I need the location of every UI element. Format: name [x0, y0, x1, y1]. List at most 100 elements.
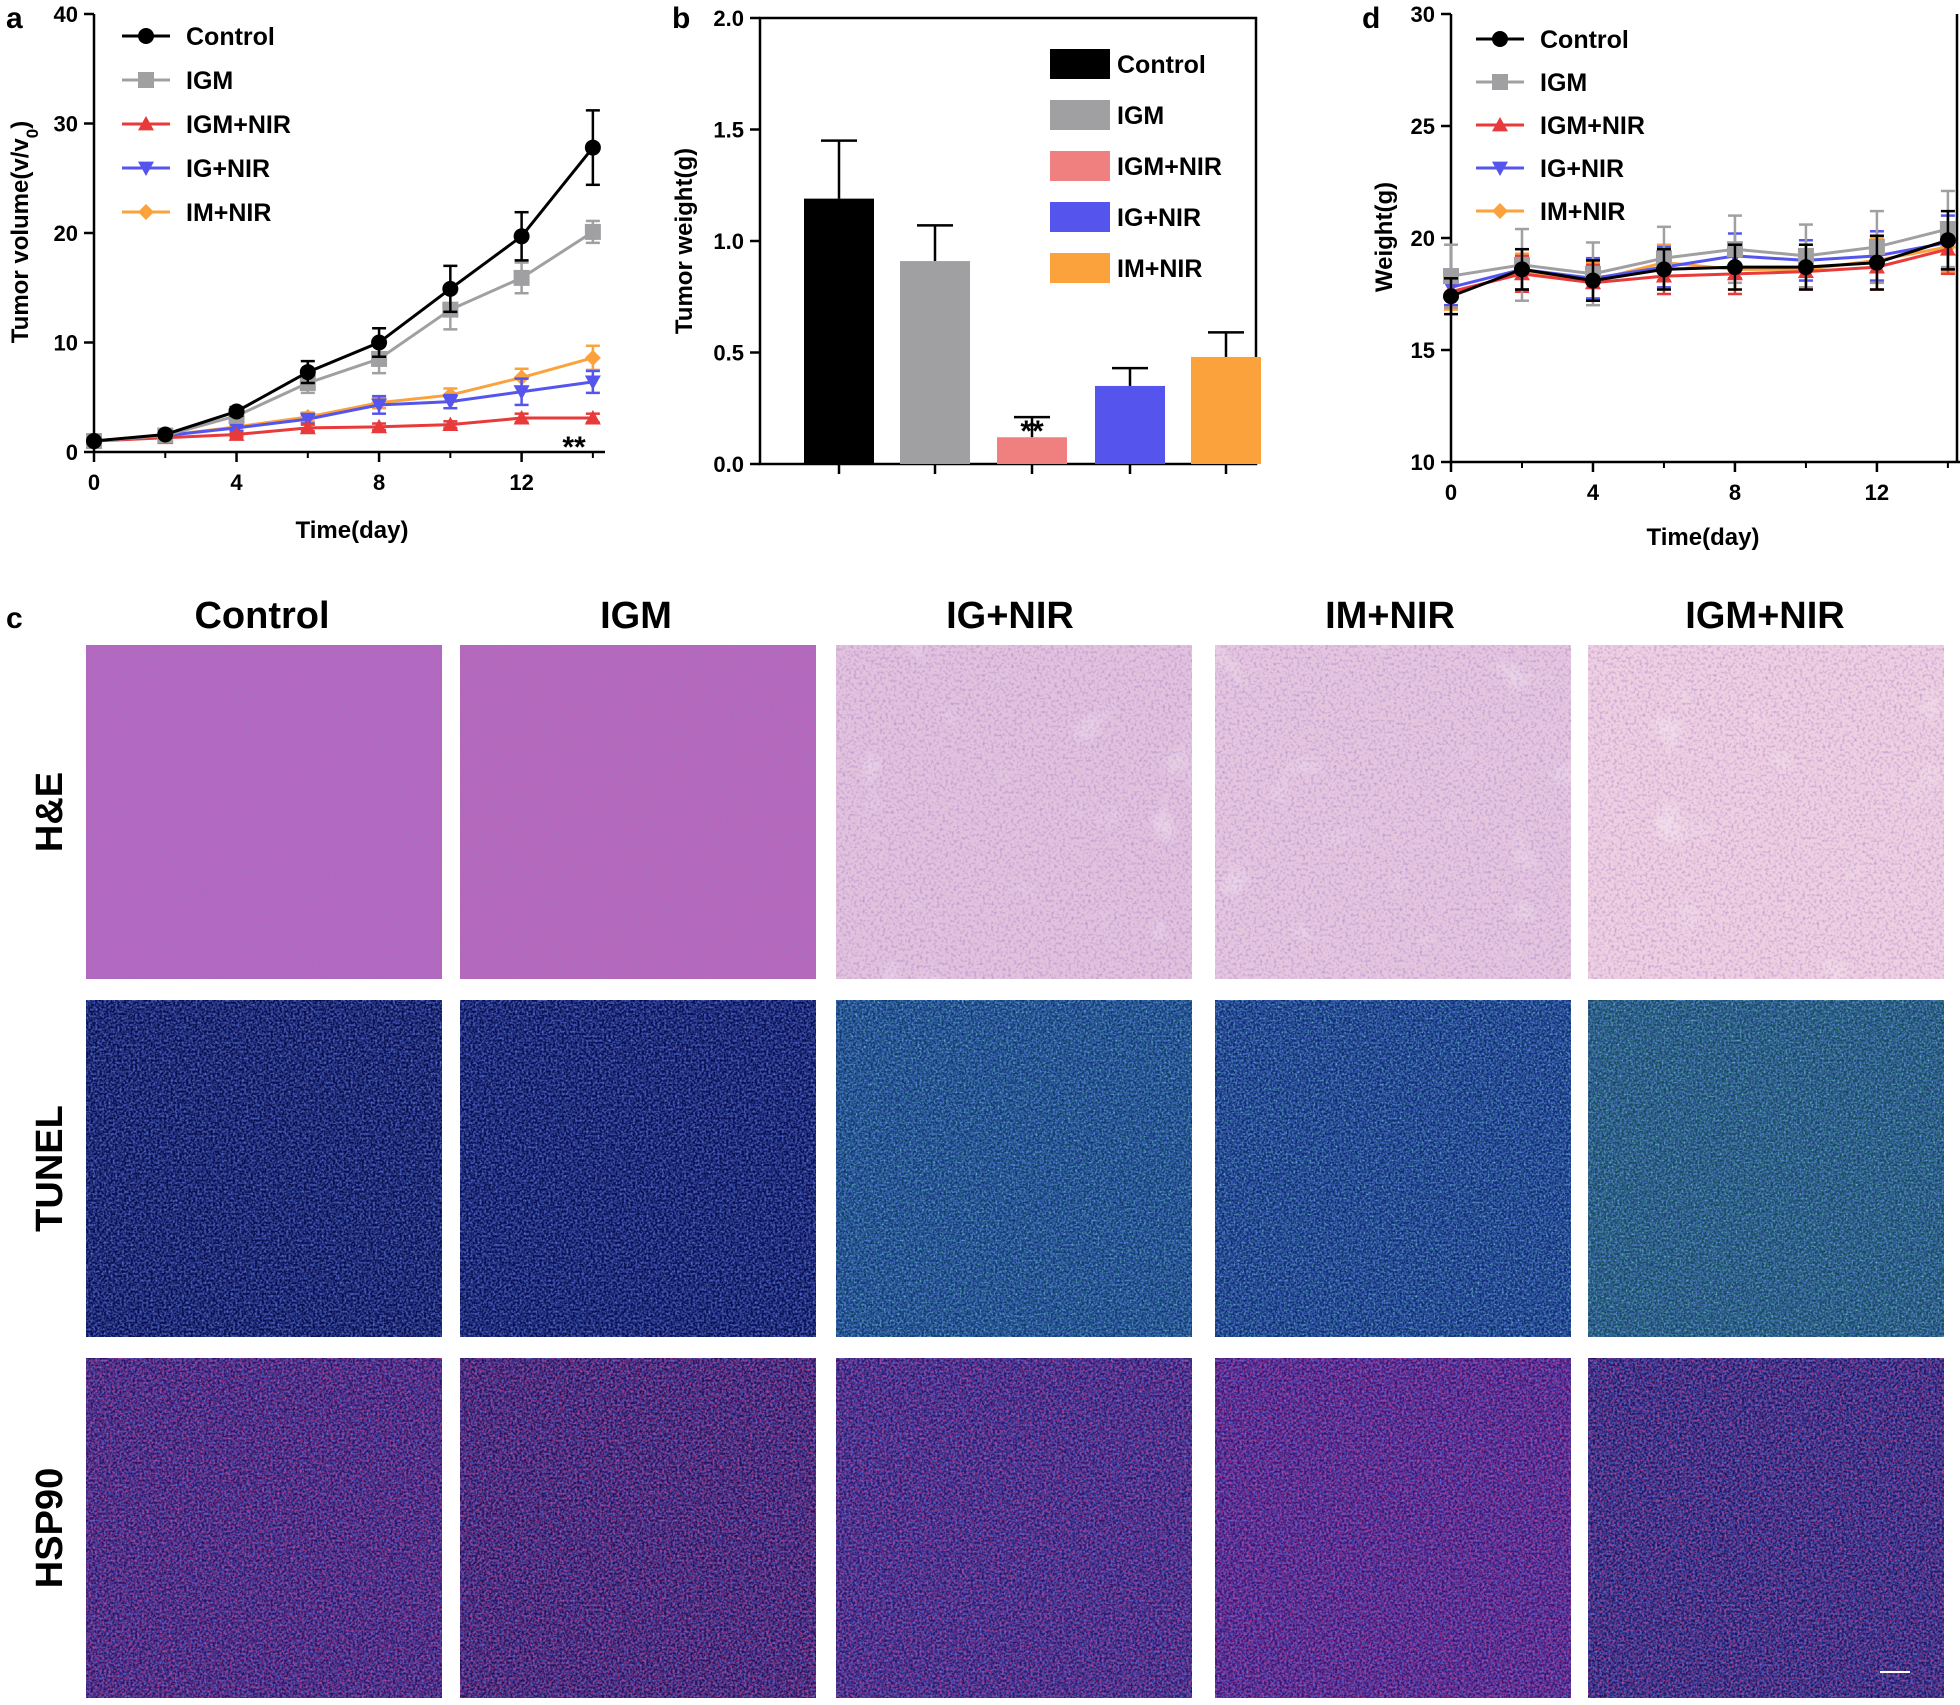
legend-marker [138, 204, 154, 220]
micrograph-tile [86, 645, 442, 979]
legend-marker [138, 116, 154, 131]
tile-texture [1588, 1000, 1944, 1337]
micrograph-tile [1588, 1000, 1944, 1337]
micrograph-tile [1215, 1358, 1571, 1698]
y-tick-label: 0.0 [713, 452, 744, 477]
legend-label: IGM [1117, 102, 1164, 130]
legend-entry: IGM+NIR [1050, 151, 1222, 181]
legend-entry: IGM+NIR [1476, 112, 1645, 140]
bar [997, 437, 1067, 464]
legend-label: IM+NIR [1540, 198, 1625, 226]
legend-entry: IGM [122, 67, 233, 95]
bar-igm-nir: ** [997, 415, 1067, 474]
legend-label: Control [1117, 51, 1206, 79]
legend-marker [1492, 161, 1508, 176]
data-point [371, 350, 388, 367]
legend-swatch [1050, 151, 1110, 181]
y-tick-label: 10 [54, 331, 78, 356]
data-point [513, 385, 530, 400]
legend-entry: IM+NIR [122, 199, 271, 227]
legend-swatch [1050, 49, 1110, 79]
data-point [371, 418, 388, 434]
tumor-volume-chart: 0 10 20 30 40 0 4 8 12 Time(day) Tumor volume(v/… [7, 2, 605, 544]
legend-label: Control [1540, 26, 1629, 54]
data-point [442, 416, 459, 432]
column-title: IGM+NIR [1685, 595, 1844, 637]
legend-label: IG+NIR [1540, 155, 1624, 183]
data-point [584, 375, 601, 390]
bar [1095, 385, 1165, 464]
bar-ig-nir [1095, 366, 1165, 474]
data-point [371, 334, 388, 351]
micrograph-tile [836, 1000, 1192, 1337]
y-tick-label: 30 [1411, 2, 1435, 27]
data-point [86, 433, 102, 450]
data-point [513, 410, 530, 425]
data-point [513, 228, 530, 245]
y-tick-label: 0 [66, 440, 78, 465]
legend-swatch [1050, 100, 1110, 130]
legend-entry: IG+NIR [1476, 155, 1624, 183]
legend-swatch [1050, 253, 1110, 283]
legend-label: IG+NIR [186, 155, 270, 183]
row-title: HSP90 [29, 1468, 71, 1588]
legend-swatch [1050, 202, 1110, 232]
legend-label: IM+NIR [1117, 255, 1202, 283]
data-point [1939, 232, 1956, 249]
row-title: TUNEL [29, 1105, 71, 1232]
data-point [1726, 259, 1743, 276]
legend-entry: Control [1050, 49, 1206, 79]
data-point [584, 410, 601, 425]
significance-mark: ** [562, 431, 586, 464]
micrograph-tile [86, 1000, 442, 1337]
row-title: H&E [29, 772, 71, 852]
legend-entry: IG+NIR [122, 155, 270, 183]
y-tick-label: 1.5 [713, 118, 744, 143]
y-tick-label: 1.0 [713, 229, 744, 254]
panel-label-a: a [6, 2, 23, 35]
micrograph-tile [460, 645, 816, 979]
legend-label: Control [186, 23, 275, 51]
y-tick-label: 15 [1411, 338, 1435, 363]
micrograph-tile [836, 645, 1192, 979]
micrograph-tile [86, 1358, 442, 1698]
legend-label: IGM [1540, 69, 1587, 97]
data-point [584, 223, 601, 240]
bar [1191, 356, 1261, 464]
series-line [93, 380, 594, 443]
series-line [1450, 247, 1949, 294]
data-point [228, 403, 245, 420]
y-axis-title-close: ) [7, 121, 34, 129]
tile-texture [460, 1358, 816, 1698]
panel-label-c: c [6, 602, 23, 635]
bar [900, 261, 970, 464]
x-tick-label: 4 [230, 470, 243, 495]
y-tick-label: 0.5 [713, 341, 744, 366]
column-title: IGM [600, 595, 672, 637]
series-control [86, 109, 601, 450]
data-point [299, 364, 316, 381]
data-point [442, 280, 459, 297]
legend-entry: IGM+NIR [122, 111, 291, 139]
tile-texture [1215, 1000, 1571, 1337]
data-point [1443, 268, 1459, 285]
data-point [1797, 259, 1814, 276]
legend-marker [1492, 117, 1508, 132]
tile-texture [1588, 645, 1944, 979]
series-line [93, 416, 593, 443]
y-tick-label: 30 [54, 112, 78, 137]
legend-entry: IGM [1476, 69, 1587, 97]
tile-texture [86, 1000, 442, 1337]
legend-entry: IM+NIR [1050, 253, 1202, 283]
tile-texture [836, 645, 1192, 979]
data-point [371, 398, 388, 413]
data-point [157, 426, 174, 443]
micrograph-tile [1215, 1000, 1571, 1337]
tile-texture [86, 1358, 442, 1698]
data-point [299, 419, 316, 435]
micrograph-tile [460, 1358, 816, 1698]
micrograph-tile [460, 1000, 816, 1337]
tile-texture [836, 1000, 1192, 1337]
micrograph-tile [1215, 645, 1571, 979]
panel-label-d: d [1362, 2, 1380, 35]
